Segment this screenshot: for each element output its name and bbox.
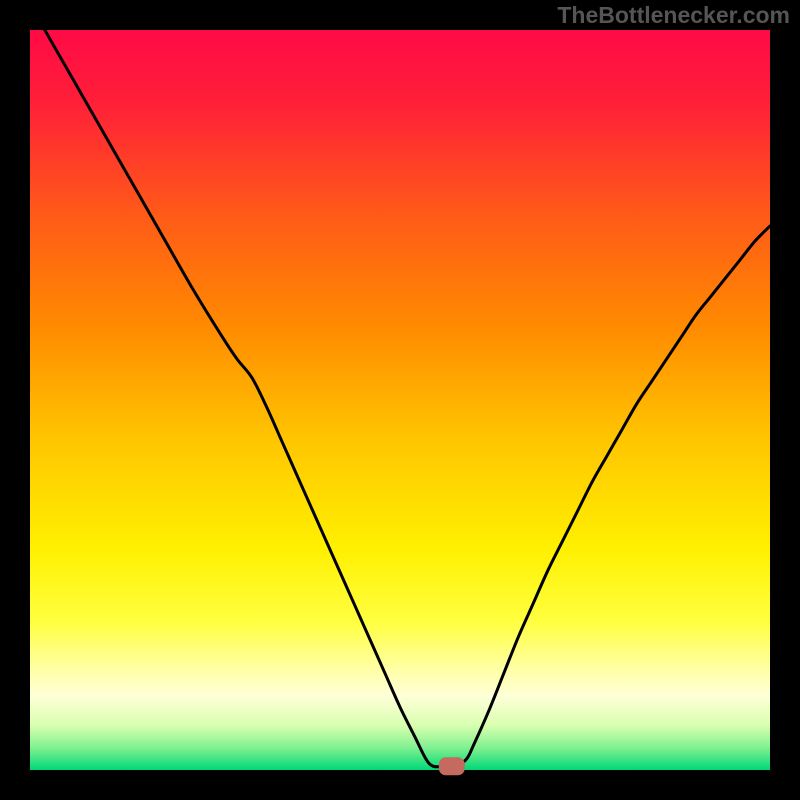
watermark-label: TheBottlenecker.com [557, 2, 790, 29]
bottleneck-chart: TheBottlenecker.com [0, 0, 800, 800]
chart-canvas [0, 0, 800, 800]
chart-background [30, 30, 770, 770]
optimal-point-marker [439, 757, 465, 775]
